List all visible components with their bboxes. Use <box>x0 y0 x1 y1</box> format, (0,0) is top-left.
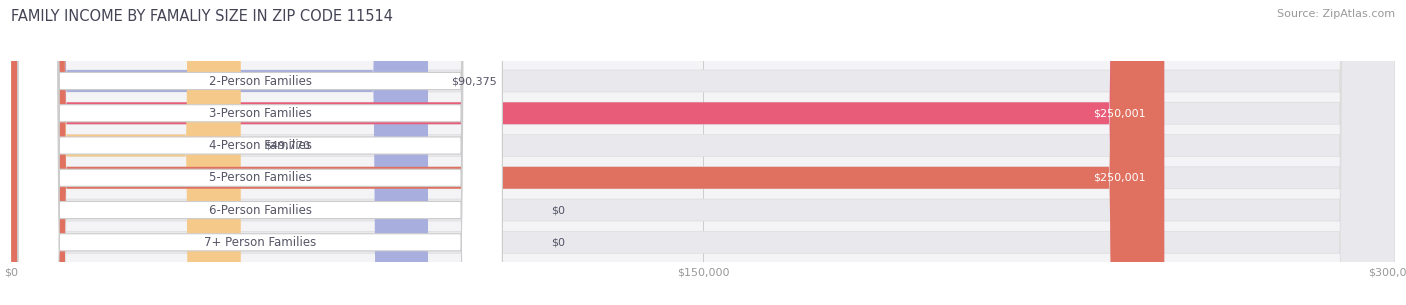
FancyBboxPatch shape <box>18 0 502 305</box>
Text: Source: ZipAtlas.com: Source: ZipAtlas.com <box>1277 9 1395 19</box>
FancyBboxPatch shape <box>11 0 1395 305</box>
Text: 2-Person Families: 2-Person Families <box>208 74 312 88</box>
FancyBboxPatch shape <box>18 0 502 305</box>
Text: FAMILY INCOME BY FAMALIY SIZE IN ZIP CODE 11514: FAMILY INCOME BY FAMALIY SIZE IN ZIP COD… <box>11 9 394 24</box>
Text: 7+ Person Families: 7+ Person Families <box>204 236 316 249</box>
Text: 3-Person Families: 3-Person Families <box>209 107 312 120</box>
Text: $0: $0 <box>551 205 565 215</box>
Text: $250,001: $250,001 <box>1092 173 1146 183</box>
FancyBboxPatch shape <box>11 0 240 305</box>
FancyBboxPatch shape <box>11 0 1395 305</box>
FancyBboxPatch shape <box>18 0 502 305</box>
Text: $250,001: $250,001 <box>1092 108 1146 118</box>
FancyBboxPatch shape <box>11 0 1395 305</box>
FancyBboxPatch shape <box>11 0 1395 305</box>
FancyBboxPatch shape <box>11 0 1164 305</box>
FancyBboxPatch shape <box>18 0 502 305</box>
FancyBboxPatch shape <box>11 0 1164 305</box>
FancyBboxPatch shape <box>18 0 502 305</box>
Text: 6-Person Families: 6-Person Families <box>208 203 312 217</box>
Text: $90,375: $90,375 <box>451 76 496 86</box>
Text: $0: $0 <box>551 237 565 247</box>
Text: $49,770: $49,770 <box>264 141 309 151</box>
FancyBboxPatch shape <box>11 0 427 305</box>
FancyBboxPatch shape <box>18 0 502 305</box>
Text: 4-Person Families: 4-Person Families <box>208 139 312 152</box>
Text: 5-Person Families: 5-Person Families <box>209 171 312 184</box>
FancyBboxPatch shape <box>11 0 1395 305</box>
FancyBboxPatch shape <box>11 0 1395 305</box>
